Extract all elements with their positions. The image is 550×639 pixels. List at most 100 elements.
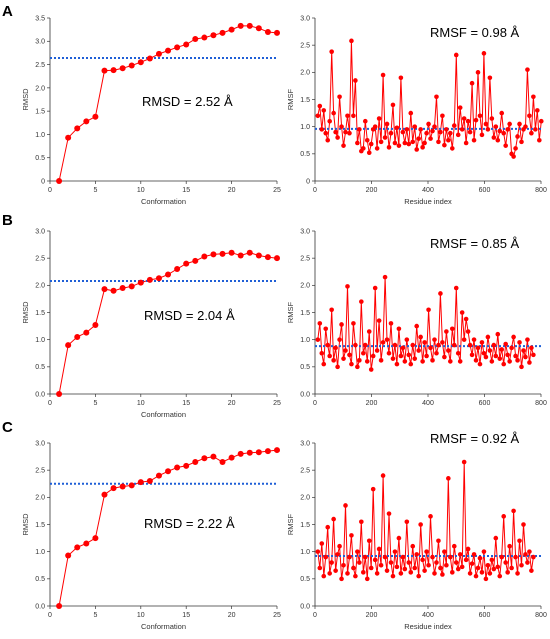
c0-data-point xyxy=(219,29,226,36)
c1-data-point xyxy=(394,125,400,131)
c1-data-point xyxy=(398,75,404,81)
c3-data-point xyxy=(362,342,368,348)
c1-data-point xyxy=(448,130,453,136)
c3-data-point xyxy=(370,353,376,359)
c5-data-point xyxy=(430,554,435,560)
c3-data-point xyxy=(505,352,510,358)
c5-data-point xyxy=(323,554,329,560)
c1-data-point xyxy=(538,118,544,124)
c1-data-point xyxy=(390,102,396,108)
c2-data-point xyxy=(192,257,199,264)
c3-data-point xyxy=(424,353,429,359)
c2-data-point xyxy=(128,283,135,290)
c3-data-point xyxy=(323,326,329,332)
c1-data-point xyxy=(491,135,497,140)
c1-data-point xyxy=(331,110,336,116)
c4-data-point xyxy=(74,544,81,551)
c3-data-point xyxy=(331,358,336,363)
c1-data-point xyxy=(513,146,518,151)
c3-data-point xyxy=(408,361,414,367)
c1-data-point xyxy=(319,127,325,132)
c5-data-point xyxy=(509,565,514,571)
c1-data-point xyxy=(531,94,536,100)
c5-ytick-label: 2.0 xyxy=(300,495,310,502)
c0-data-point xyxy=(174,44,181,51)
c5-data-point xyxy=(339,576,344,582)
c5-data-point xyxy=(483,576,489,582)
c0-data-point xyxy=(101,67,108,74)
c3-data-point xyxy=(491,342,497,348)
c3-data-point xyxy=(430,358,435,363)
c1-data-point xyxy=(517,121,522,127)
c5-data-point xyxy=(398,571,404,576)
c5-data-point xyxy=(370,486,376,492)
c1-data-point xyxy=(404,127,410,132)
c3-data-point xyxy=(347,352,352,358)
c5-data-point xyxy=(469,561,475,566)
c2-annotation: RMSD = 2.04 Å xyxy=(144,308,235,323)
c0-xtick-label: 15 xyxy=(182,187,190,194)
c3-ytick-label: 3.0 xyxy=(300,228,310,235)
c5-data-point xyxy=(442,549,447,554)
c5-data-point xyxy=(414,552,420,557)
c0-data-point xyxy=(110,67,117,74)
c0-ytick-label: 1.0 xyxy=(35,132,45,139)
c5-data-point xyxy=(523,552,528,557)
c5-data-point xyxy=(341,562,346,568)
c5-data-point xyxy=(531,554,536,560)
c1-data-point xyxy=(503,143,508,148)
c1-data-point xyxy=(412,124,418,129)
c1-data-point xyxy=(438,129,443,135)
c5-data-point xyxy=(446,476,451,481)
c5-data-point xyxy=(353,573,358,579)
c3-data-point xyxy=(372,285,378,291)
c1-data-point xyxy=(455,132,461,138)
c3-data-point xyxy=(380,340,386,345)
panel-letter-b: B xyxy=(2,212,13,229)
c5-data-point xyxy=(317,565,323,571)
c3-ytick-label: 1.0 xyxy=(300,337,310,344)
c0-xtick-label: 10 xyxy=(137,187,145,194)
c2-data-point xyxy=(174,266,181,273)
c0-annotation: RMSD = 2.52 Å xyxy=(142,94,233,109)
c1-data-point xyxy=(361,146,366,151)
c3-data-point xyxy=(382,274,388,280)
c1-data-point xyxy=(317,103,323,109)
c1-data-point xyxy=(382,135,388,140)
c1-data-point xyxy=(384,121,390,127)
c5-ytick-label: 0.0 xyxy=(300,603,310,610)
c2-ytick-label: 2.5 xyxy=(35,256,45,263)
c5-data-point xyxy=(390,573,396,579)
c1-data-point xyxy=(418,127,423,132)
c5-data-point xyxy=(325,524,331,530)
c4-ytick-label: 2.5 xyxy=(35,468,45,475)
c4-xtick-label: 0 xyxy=(48,612,52,619)
c0-xtick-label: 5 xyxy=(93,187,97,194)
c5-data-point xyxy=(467,571,473,576)
c3-data-point xyxy=(455,350,461,356)
c1-ytick-label: 3.0 xyxy=(300,15,310,22)
c2-xtick-label: 10 xyxy=(137,400,145,407)
c1-data-point xyxy=(479,132,485,138)
c1-data-point xyxy=(505,127,510,132)
c5-data-point xyxy=(517,538,522,544)
c3-data-point xyxy=(355,364,360,370)
c3-data-point xyxy=(337,337,342,342)
c2-xtick-label: 0 xyxy=(48,400,52,407)
c5-data-point xyxy=(333,568,338,573)
c3-xtick-label: 800 xyxy=(535,400,547,407)
c1-data-point xyxy=(414,147,420,152)
c3-data-point xyxy=(465,329,471,334)
c1-data-point xyxy=(351,113,356,119)
c3-data-point xyxy=(351,321,356,326)
c2-data-point xyxy=(264,254,271,261)
c3-data-point xyxy=(329,307,334,313)
c3-data-point xyxy=(364,359,370,364)
c0-data-point xyxy=(165,47,172,54)
c1-ytick-label: 1.5 xyxy=(300,97,310,104)
c4-data-point xyxy=(165,468,172,475)
c4-data-point xyxy=(137,479,144,486)
c1-xtick-label: 200 xyxy=(366,187,378,194)
c5-data-point xyxy=(428,514,433,519)
